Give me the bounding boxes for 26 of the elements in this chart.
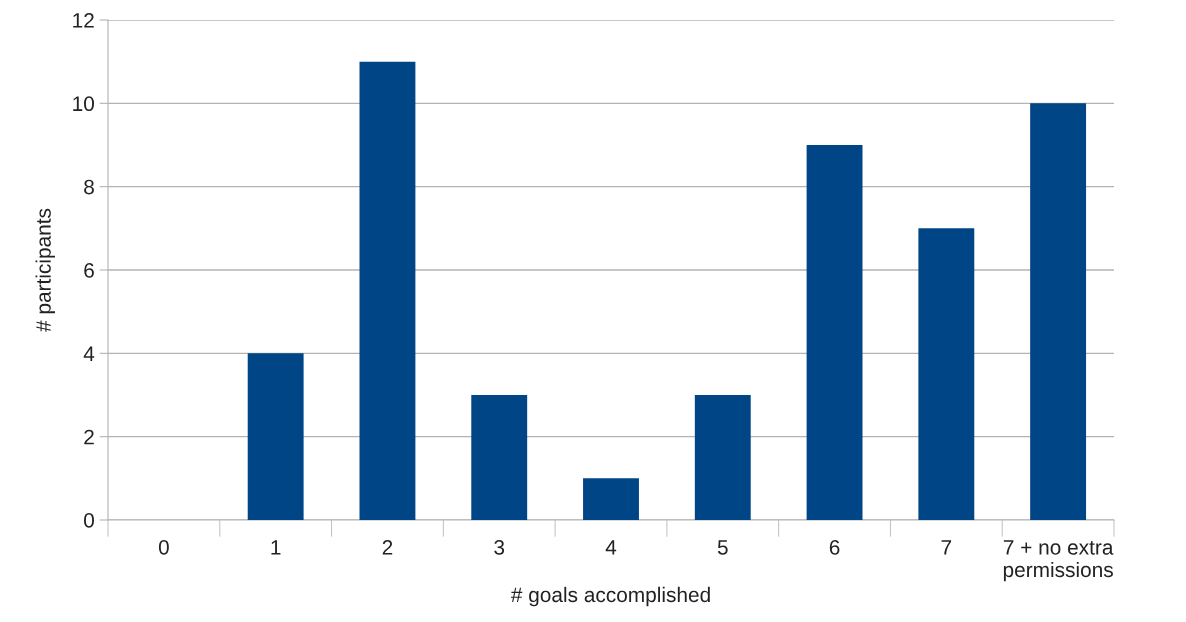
bar bbox=[694, 395, 751, 520]
bar bbox=[806, 145, 863, 520]
bar bbox=[247, 353, 304, 520]
bar bbox=[918, 228, 975, 520]
bar bbox=[359, 61, 416, 520]
x-tick-label: 6 bbox=[829, 539, 840, 555]
x-tick-label: 3 bbox=[494, 539, 505, 555]
x-tick-label: 7 + no extra permissions bbox=[1003, 540, 1114, 582]
bar bbox=[1030, 103, 1087, 520]
bar bbox=[583, 478, 639, 520]
x-tick-label: 2 bbox=[382, 539, 393, 555]
x-tick-label: 7 bbox=[941, 540, 952, 555]
y-tick-label: 2 bbox=[84, 429, 94, 445]
y-tick-label: 10 bbox=[73, 96, 94, 112]
x-tick-label: 1 bbox=[271, 540, 281, 555]
y-axis-title: # participants bbox=[35, 208, 55, 332]
y-tick-label: 12 bbox=[73, 13, 94, 28]
x-tick-label: 4 bbox=[605, 540, 617, 555]
bar bbox=[471, 395, 528, 520]
y-tick-label: 6 bbox=[84, 263, 94, 278]
x-tick-label: 0 bbox=[158, 539, 169, 555]
y-tick-label: 8 bbox=[84, 179, 94, 195]
x-axis-title: # goals accomplished bbox=[510, 586, 710, 607]
x-tick-label: 5 bbox=[717, 540, 728, 555]
y-tick-label: 0 bbox=[84, 513, 94, 528]
y-tick-label: 4 bbox=[83, 346, 95, 361]
